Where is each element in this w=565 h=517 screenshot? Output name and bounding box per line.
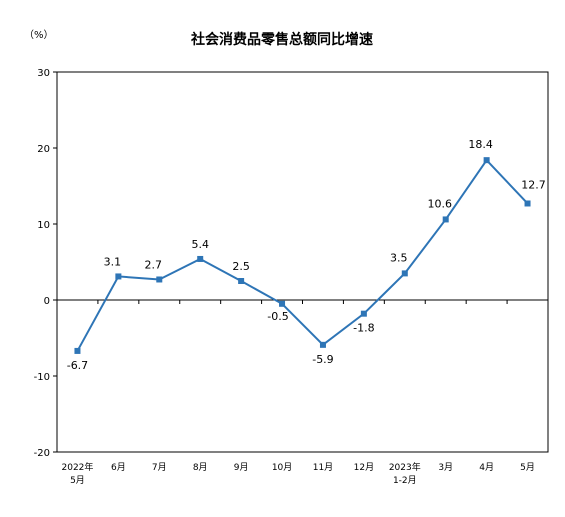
x-tick-label: 2022年 5月 [62,461,94,486]
data-point [279,300,286,307]
y-tick-label: 20 [37,144,50,155]
x-tick-label: 3月 [438,462,453,473]
data-label: -1.8 [353,322,374,335]
x-tick-label: 2023年 1-2月 [389,461,421,486]
data-points [74,157,531,354]
data-point [74,347,81,354]
x-tick-label: 8月 [193,462,208,473]
x-tick-label: 11月 [313,462,333,473]
x-tick-label: 9月 [234,462,249,473]
y-tick-label: 10 [37,220,50,231]
y-tick-label: -10 [34,372,50,383]
data-point [319,341,326,348]
x-tick-label: 6月 [111,462,126,473]
y-tick-label: -20 [34,448,50,459]
x-tick-label: 5月 [520,462,535,473]
data-labels: -6.7 3.1 2.7 5.4 2.5 -0.5 -5.9 -1.8 3.5 10.6 18.4 1… [67,138,546,372]
series-polyline [76,158,529,352]
data-label: 12.7 [521,178,546,191]
data-label: 3.1 [104,255,122,268]
y-tick-label: 0 [44,296,50,307]
data-label: 3.5 [390,251,408,264]
data-point [360,310,367,317]
data-point [156,276,163,283]
data-label: 10.6 [427,197,452,210]
data-label: 5.4 [191,238,209,251]
plot-frame [56,71,549,453]
y-tick-label: 30 [37,68,50,79]
unit-label: （%） [24,29,54,41]
x-tick-label: 7月 [152,462,167,473]
data-label: -6.7 [67,359,88,372]
data-label: 2.7 [145,258,163,271]
data-point [115,273,122,280]
data-label: 18.4 [468,138,493,151]
data-point [197,255,204,262]
data-point [442,216,449,223]
x-tick-label: 12月 [354,462,374,473]
data-label: -5.9 [312,353,333,366]
data-point [524,200,531,207]
data-point [483,157,490,164]
x-tick-label: 10月 [272,462,292,473]
data-point [401,270,408,277]
data-label: -0.5 [267,310,288,323]
data-point [238,278,245,284]
data-label: 2.5 [232,260,250,273]
series-line [76,158,529,352]
x-tick-label: 4月 [479,462,494,473]
chart-title: 社会消费品零售总额同比增速 [190,31,373,48]
axes: 30 20 10 0 -10 -20 2022年 5月 6月 7月 8月 9月 10月 11月 12月 202… [34,68,549,486]
